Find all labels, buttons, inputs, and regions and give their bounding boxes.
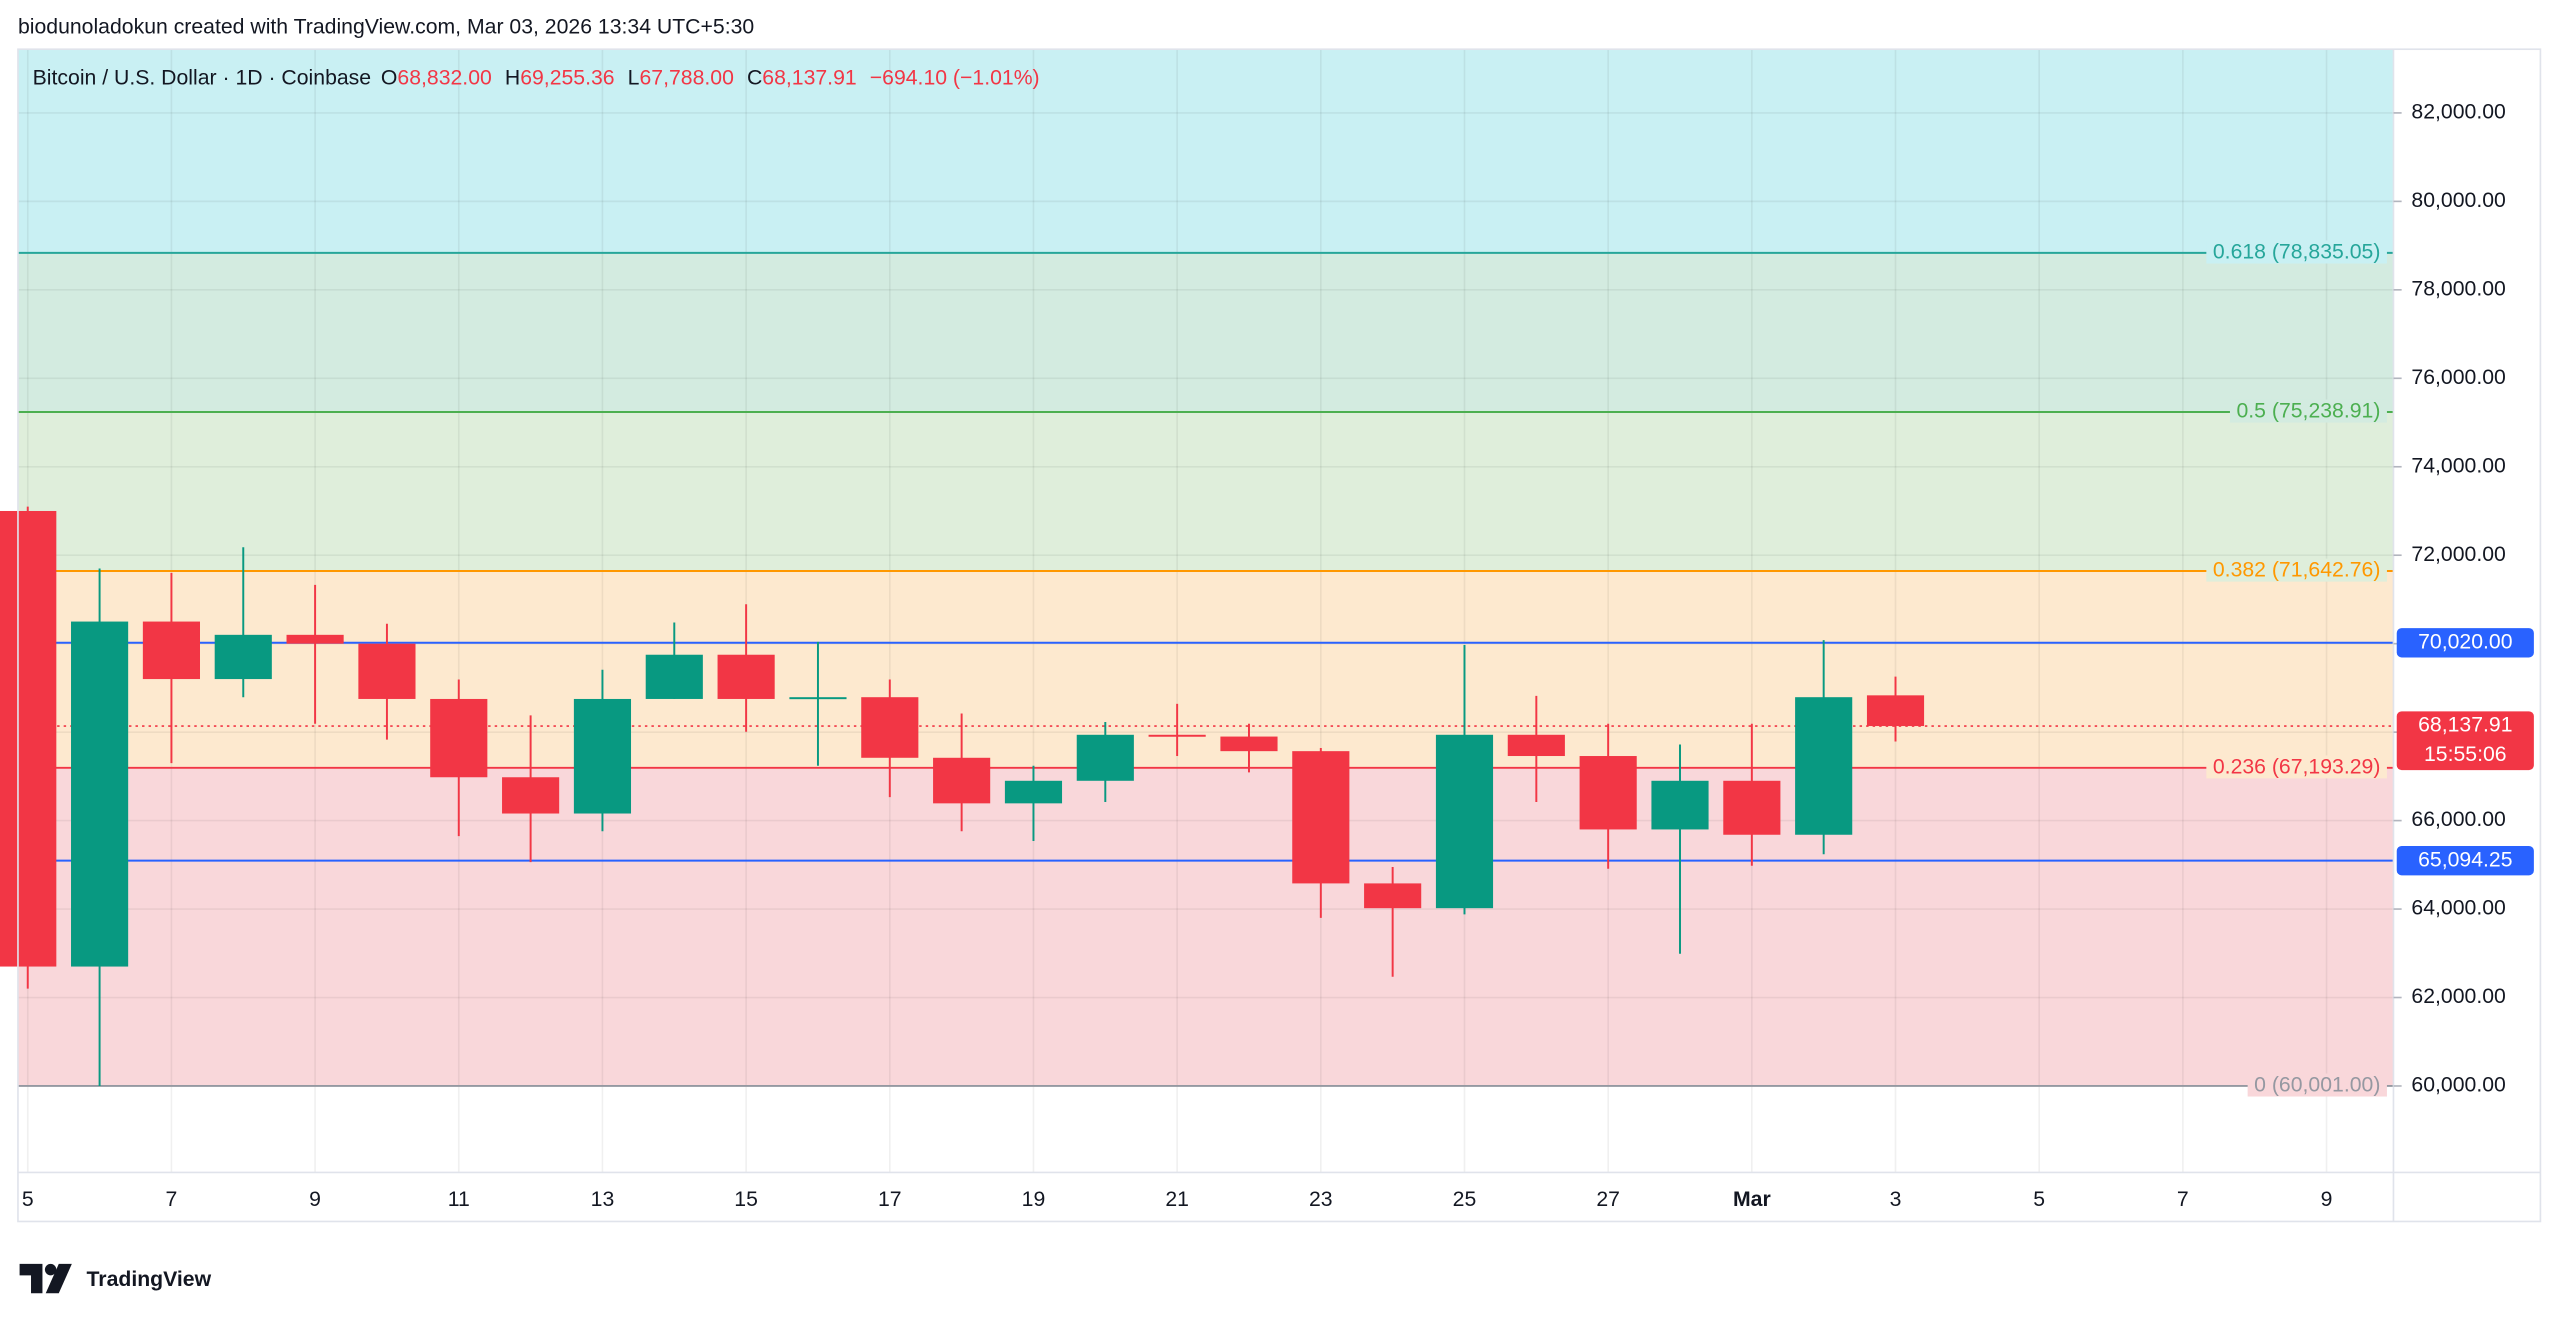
logo: TradingView: [19, 1263, 212, 1294]
candle-body: [789, 697, 847, 700]
legend: Bitcoin / U.S. Dollar · 1D · Coinbase O68…: [33, 66, 1040, 89]
y-tick-label: 62,000.00: [2411, 985, 2505, 1008]
high: 69,255.36: [520, 66, 614, 89]
candle-body: [1292, 751, 1350, 884]
x-tick-label: 9: [2321, 1188, 2333, 1211]
fib-label: 0.236 (67,193.29): [2213, 755, 2381, 778]
candle-body: [1220, 736, 1278, 752]
open-label: O: [381, 66, 398, 89]
price-tag-label: 65,094.25: [2418, 848, 2512, 871]
x-tick-label: 27: [1596, 1188, 1620, 1211]
fib-label-bg: [2229, 399, 2387, 423]
candle-body: [1579, 756, 1637, 830]
x-tick-label: 11: [448, 1188, 470, 1211]
fib-label-bg: [2206, 755, 2387, 779]
candle-body: [142, 621, 200, 680]
x-tick-label: Mar: [1733, 1188, 1771, 1211]
candle-body: [1148, 734, 1206, 737]
frame: [17, 48, 2542, 1223]
close: 68,137.91: [762, 66, 856, 89]
y-tick-label: 76,000.00: [2411, 366, 2505, 389]
x-tick-label: 17: [878, 1188, 902, 1211]
fib-label: 0.618 (78,835.05): [2213, 241, 2381, 264]
y-tick-label: 82,000.00: [2411, 101, 2505, 124]
fib-label: 0.382 (71,642.76): [2213, 559, 2381, 582]
fib-label-bg: [2206, 558, 2387, 582]
fib-zone: [17, 411, 2394, 572]
candle-body: [573, 698, 632, 814]
y-tick-label: 80,000.00: [2411, 189, 2505, 212]
x-tick-label: 7: [166, 1188, 178, 1211]
y-tick-label: 60,000.00: [2411, 1074, 2505, 1097]
candle-body: [358, 643, 416, 699]
candle-body: [1795, 697, 1853, 835]
y-tick-label: 72,000.00: [2411, 543, 2505, 566]
price-tag: [2396, 845, 2534, 876]
fib-zone: [17, 252, 2394, 412]
close-label: C: [747, 66, 762, 89]
candle-body: [933, 757, 991, 804]
open: 68,832.00: [397, 66, 491, 89]
y-tick-label: 64,000.00: [2411, 897, 2505, 920]
fib-label-bg: [2206, 240, 2387, 264]
fib-zone: [17, 767, 2394, 1086]
low-label: L: [628, 66, 640, 89]
price-tag: [2396, 628, 2534, 658]
x-tick-label: 25: [1453, 1188, 1477, 1211]
x-tick-label: 5: [22, 1188, 34, 1211]
y-tick-label: 74,000.00: [2411, 454, 2505, 477]
y-tick-label: 78,000.00: [2411, 277, 2505, 300]
candle-body: [214, 634, 272, 680]
x-tick-label: 5: [2033, 1188, 2045, 1211]
price-tag-label: 68,137.91: [2418, 714, 2512, 737]
attribution: biodunoladokun created with TradingView.…: [18, 16, 754, 39]
symbol: Bitcoin / U.S. Dollar · 1D · Coinbase: [33, 66, 371, 89]
fib-zone: [17, 49, 2394, 253]
plot-area: 0 (60,001.00) 0.236 (67,193.29) 0.382 (71,…: [0, 49, 2394, 1173]
candle-body: [286, 634, 344, 644]
x-tick-label: 21: [1165, 1188, 1189, 1211]
fib-label: 0 (60,001.00): [2254, 1074, 2380, 1097]
change: −694.10 (−1.01%): [870, 66, 1040, 89]
x-tick-label: 15: [734, 1188, 758, 1211]
high-label: H: [505, 66, 520, 89]
x-tick-label: 19: [1022, 1188, 1046, 1211]
brand: TradingView: [87, 1268, 212, 1291]
candle-body: [1651, 780, 1709, 830]
fib-label: 0.5 (75,238.91): [2236, 400, 2380, 423]
candle-body: [502, 777, 560, 814]
candle-body: [861, 697, 919, 758]
candle-body: [1866, 695, 1925, 727]
x-tick-label: 13: [591, 1188, 615, 1211]
candle-body: [1364, 883, 1422, 909]
low: 67,788.00: [639, 66, 733, 89]
x-tick-label: 7: [2177, 1188, 2189, 1211]
candle-body: [1723, 780, 1781, 835]
price-tag: [2396, 711, 2534, 771]
candle-body: [1507, 734, 1565, 757]
price-tag-label: 15:55:06: [2424, 743, 2507, 766]
candle-body: [1435, 734, 1494, 909]
x-tick-label: 3: [1890, 1188, 1902, 1211]
candle-body: [645, 654, 703, 699]
candle-body: [717, 654, 775, 699]
x-tick-label: 23: [1309, 1188, 1333, 1211]
y-tick-label: 66,000.00: [2411, 808, 2505, 831]
candle-body: [1076, 734, 1134, 781]
candle-body: [430, 698, 488, 778]
candle-body: [71, 621, 129, 967]
fib-label-bg: [2247, 1073, 2387, 1097]
candle-body: [0, 510, 57, 967]
candle-body: [1004, 780, 1063, 804]
x-tick-label: 9: [309, 1188, 321, 1211]
price-tag-label: 70,020.00: [2418, 630, 2512, 653]
